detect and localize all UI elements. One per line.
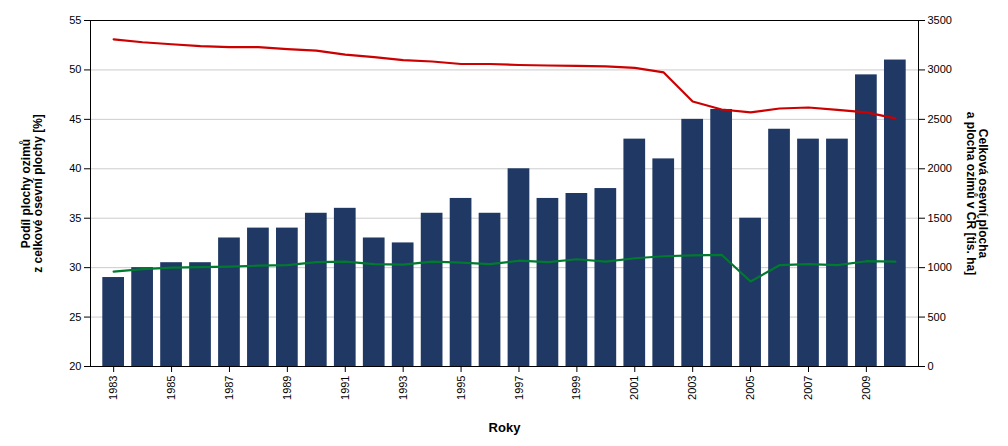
svg-text:500: 500 bbox=[928, 311, 946, 323]
svg-text:20: 20 bbox=[69, 360, 81, 372]
svg-text:1983: 1983 bbox=[107, 376, 119, 400]
svg-text:3000: 3000 bbox=[928, 63, 952, 75]
svg-text:2005: 2005 bbox=[744, 376, 756, 400]
svg-text:50: 50 bbox=[69, 63, 81, 75]
svg-text:Roky: Roky bbox=[489, 420, 522, 435]
svg-text:2003: 2003 bbox=[686, 376, 698, 400]
svg-text:0: 0 bbox=[928, 360, 934, 372]
svg-text:1993: 1993 bbox=[397, 376, 409, 400]
svg-text:1987: 1987 bbox=[223, 376, 235, 400]
svg-text:2500: 2500 bbox=[928, 113, 952, 125]
svg-text:Celková osevní plochaa plocha: Celková osevní plochaa plocha ozimů v ČR… bbox=[964, 112, 990, 275]
svg-text:55: 55 bbox=[69, 14, 81, 26]
svg-text:35: 35 bbox=[69, 212, 81, 224]
svg-text:45: 45 bbox=[69, 113, 81, 125]
svg-text:1995: 1995 bbox=[455, 376, 467, 400]
svg-text:1997: 1997 bbox=[512, 376, 524, 400]
svg-text:30: 30 bbox=[69, 261, 81, 273]
svg-text:1000: 1000 bbox=[928, 261, 952, 273]
svg-text:1985: 1985 bbox=[165, 376, 177, 400]
svg-text:Podíl plochy ozimůz celkové os: Podíl plochy ozimůz celkové osevní ploch… bbox=[19, 114, 45, 273]
svg-text:1999: 1999 bbox=[570, 376, 582, 400]
svg-text:2009: 2009 bbox=[860, 376, 872, 400]
svg-text:25: 25 bbox=[69, 311, 81, 323]
svg-text:1500: 1500 bbox=[928, 212, 952, 224]
svg-text:40: 40 bbox=[69, 162, 81, 174]
svg-text:2007: 2007 bbox=[802, 376, 814, 400]
svg-text:1991: 1991 bbox=[339, 376, 351, 400]
svg-text:1989: 1989 bbox=[281, 376, 293, 400]
svg-text:3500: 3500 bbox=[928, 14, 952, 26]
svg-text:2001: 2001 bbox=[628, 376, 640, 400]
svg-text:2000: 2000 bbox=[928, 162, 952, 174]
